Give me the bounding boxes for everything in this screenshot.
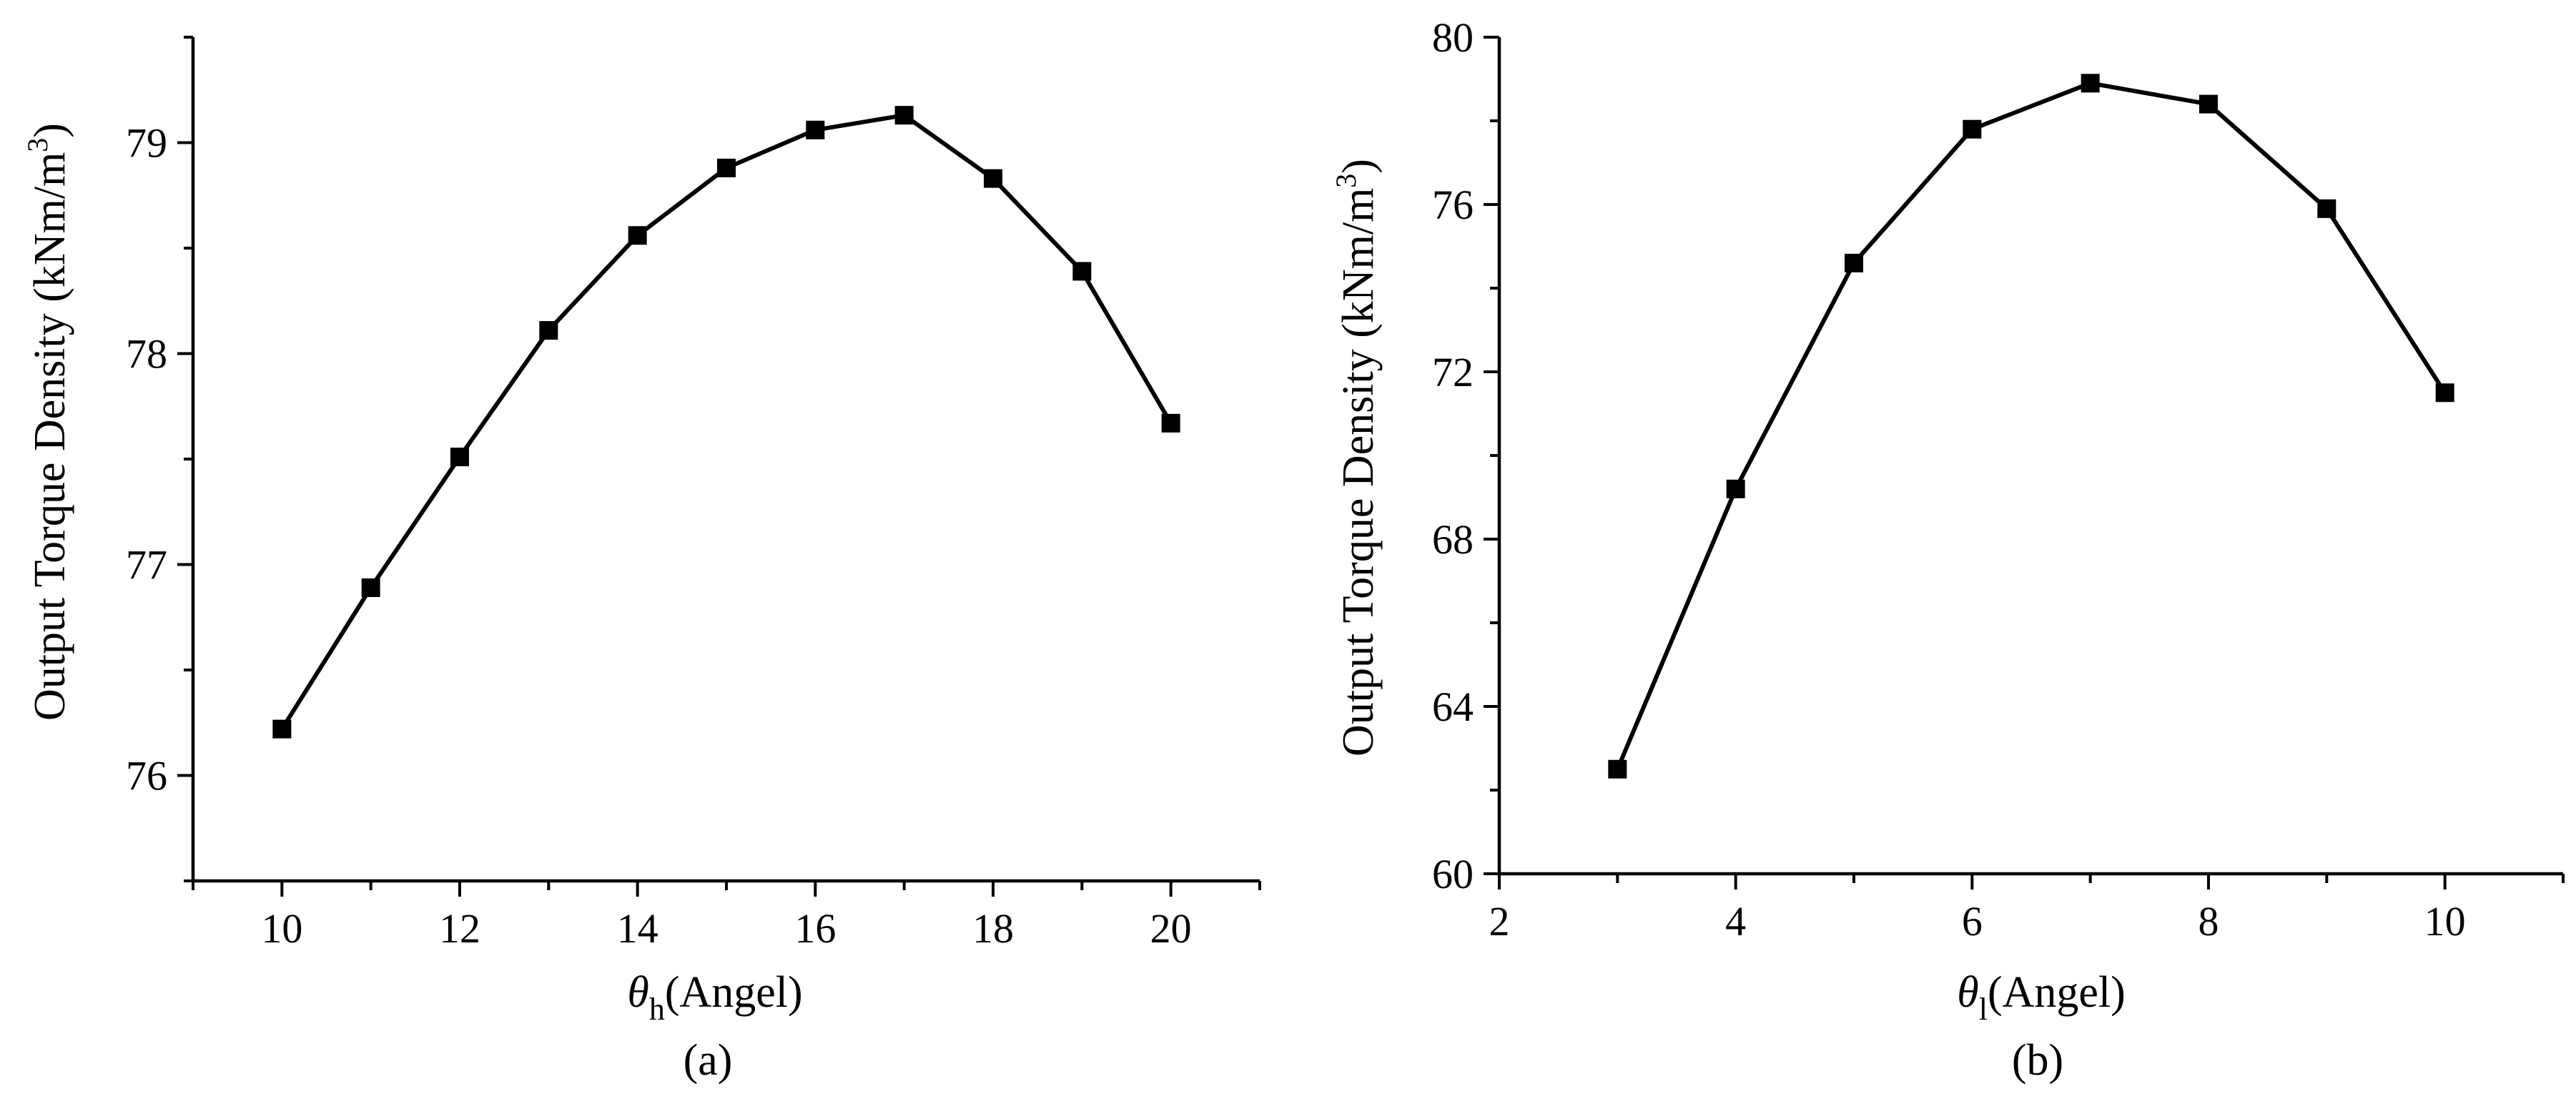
panel-label-b: (b) — [2012, 1036, 2063, 1085]
data-point-marker-a — [628, 226, 647, 245]
x-tick-label-b: 8 — [2199, 898, 2219, 945]
y-tick-label-b: 64 — [1432, 684, 1474, 730]
data-point-marker-b — [2081, 74, 2100, 93]
x-tick-label-b: 10 — [2424, 898, 2466, 945]
x-axis-title-a: θh(Angel) — [627, 968, 802, 1027]
data-point-marker-a — [984, 169, 1002, 188]
y-tick-label-a: 77 — [126, 542, 167, 588]
x-axis-title-b: θl(Angel) — [1957, 968, 2126, 1027]
y-tick-label-a: 78 — [126, 331, 167, 378]
x-tick-label-a: 14 — [617, 905, 658, 952]
data-point-marker-a — [450, 448, 469, 467]
y-axis-title-a: Output Torque Density (kNm/m3) — [21, 123, 74, 721]
x-tick-label-b: 6 — [1962, 898, 1983, 945]
data-point-marker-b — [1726, 479, 1745, 498]
y-tick-label-a: 76 — [126, 753, 167, 799]
data-point-marker-a — [1161, 413, 1180, 433]
data-point-marker-a — [806, 120, 825, 139]
x-tick-label-a: 16 — [794, 905, 836, 952]
series-line-b — [1615, 81, 2447, 770]
panel-label-a: (a) — [684, 1036, 733, 1085]
x-tick-label-a: 10 — [261, 905, 302, 952]
y-tick-label-b: 68 — [1432, 516, 1474, 563]
data-point-marker-a — [539, 321, 558, 340]
x-tick-label-a: 12 — [439, 905, 480, 952]
chart-panel-a: 10 12 14 16 18 20 76 77 78 79 Output Torque Densi… — [21, 36, 1261, 1085]
data-point-marker-b — [2317, 199, 2336, 218]
data-point-marker-b — [1845, 253, 1863, 272]
data-point-marker-b — [1608, 759, 1627, 779]
y-tick-label-b: 80 — [1432, 14, 1474, 61]
data-point-marker-a — [1072, 262, 1092, 281]
data-point-marker-a — [717, 158, 736, 177]
y-tick-label-b: 60 — [1432, 851, 1474, 897]
y-tick-label-b: 72 — [1432, 349, 1474, 395]
y-axis-title-b: Output Torque Density (kNm/m3) — [1330, 159, 1383, 757]
x-tick-label-b: 2 — [1489, 898, 1510, 945]
x-tick-label-b: 4 — [1725, 898, 1746, 945]
data-point-marker-b — [2435, 383, 2454, 403]
x-tick-label-a: 20 — [1150, 905, 1192, 952]
data-point-marker-a — [272, 719, 292, 739]
data-point-marker-a — [894, 106, 914, 125]
data-point-marker-b — [1963, 119, 1982, 139]
y-tick-label-a: 79 — [126, 120, 167, 167]
data-point-marker-b — [2199, 94, 2218, 114]
series-line-a — [280, 112, 1173, 731]
x-tick-label-a: 18 — [972, 905, 1014, 952]
plot-area-a: 10 12 14 16 18 20 76 77 78 79 — [126, 36, 1261, 952]
data-point-marker-a — [361, 578, 380, 597]
y-tick-label-b: 76 — [1432, 182, 1474, 228]
